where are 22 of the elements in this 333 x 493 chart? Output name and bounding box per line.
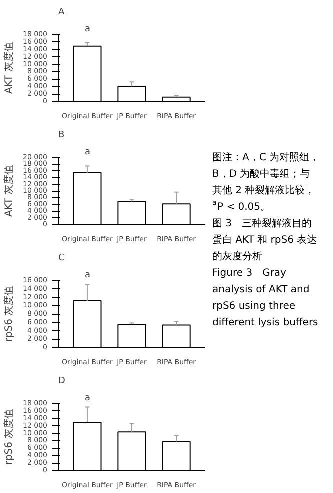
text: B，D 为酸中毒组；与 — [212, 168, 310, 180]
annotation: a — [84, 270, 90, 280]
caption: Figure 3 Gray — [212, 268, 287, 279]
annotation: a — [84, 24, 90, 34]
y-axis-title: rpS6 灰度值 — [3, 408, 16, 466]
text: 图注：A，C 为对照组， — [212, 152, 320, 164]
annotation: a — [84, 394, 90, 404]
chart-title: C — [58, 254, 65, 264]
text: 其他 2 种裂解液比较， — [212, 184, 316, 196]
text: rpS6 using three — [212, 301, 296, 312]
text: analysis of AKT and — [212, 284, 310, 296]
text: different lysis buffers — [212, 318, 318, 328]
y-axis-title: rpS6 灰度值 — [3, 286, 16, 342]
chart-title: D — [58, 376, 66, 386]
chart-title: A — [58, 8, 66, 18]
chart-title: B — [58, 130, 65, 140]
y-axis-title: AKT 灰度值 — [3, 42, 16, 94]
text: a — [84, 148, 90, 158]
text: 的灰度分析 — [212, 250, 262, 262]
caption: 图 3 三种裂解液目的 — [212, 218, 312, 230]
text: 蛋白 AKT 和 rpS6 表达 — [212, 234, 318, 246]
y-axis-title: AKT 灰度值 — [3, 165, 16, 217]
